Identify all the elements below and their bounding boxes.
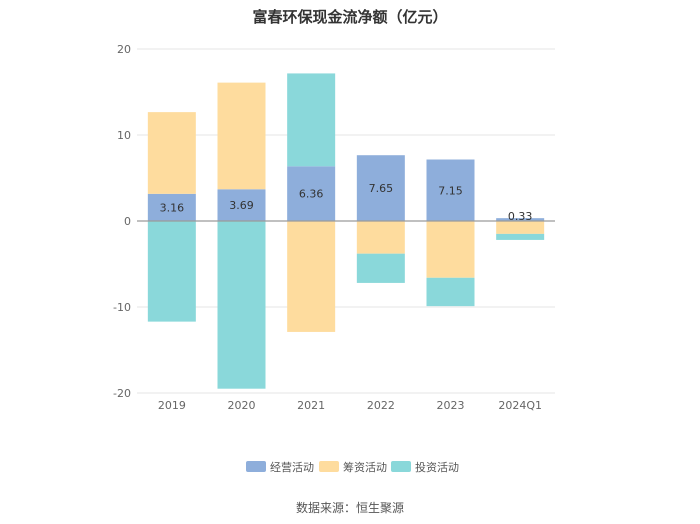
x-tick-label: 2019 (158, 399, 186, 412)
data-label: 3.16 (160, 201, 185, 214)
bar-operating (496, 218, 545, 221)
bar-investing (426, 277, 475, 307)
gridlines (137, 48, 555, 394)
bar-investing (287, 73, 336, 167)
data-labels: 3.16 3.69 6.36 7.65 7.15 0.33 (160, 182, 533, 223)
bar-financing (287, 221, 336, 332)
bar-operating (147, 193, 196, 221)
data-label: 7.65 (369, 182, 394, 195)
bar-investing (496, 233, 545, 240)
bar-operating (426, 159, 475, 221)
data-label: 7.15 (438, 184, 463, 197)
y-tick-label: 20 (117, 43, 131, 56)
data-label: 3.69 (229, 199, 254, 212)
legend-swatch (391, 461, 411, 472)
bar-financing (426, 221, 475, 278)
legend-swatch (319, 461, 339, 472)
y-tick-label: -10 (113, 301, 131, 314)
x-tick-label: 2022 (367, 399, 395, 412)
bar-financing (496, 221, 545, 234)
bar-operating (356, 155, 405, 221)
legend: 经营活动 筹资活动 投资活动 (246, 460, 459, 474)
bar-financing (147, 112, 196, 194)
bar-financing (217, 82, 266, 190)
bars (147, 73, 545, 389)
bar-investing (147, 221, 196, 322)
bar-financing (356, 221, 405, 254)
legend-label: 投资活动 (415, 460, 459, 474)
y-tick-label: 10 (117, 129, 131, 142)
bar-operating (287, 166, 336, 221)
legend-label: 经营活动 (270, 460, 314, 474)
bar-operating (217, 189, 266, 221)
source-note: 数据来源：恒生聚源 (296, 500, 404, 515)
legend-swatch (246, 461, 266, 472)
x-tick-label: 2021 (297, 399, 325, 412)
y-axis-ticks: -20 -10 0 10 20 (113, 43, 131, 400)
bar-investing (217, 221, 266, 389)
bar-investing (356, 253, 405, 283)
chart-title: 富春环保现金流净额（亿元） (252, 8, 447, 26)
x-axis-ticks: 2019 2020 2021 2022 2023 2024Q1 (158, 399, 542, 412)
data-label: 6.36 (299, 188, 324, 201)
y-tick-label: 0 (124, 215, 131, 228)
x-tick-label: 2024Q1 (498, 399, 542, 412)
y-tick-label: -20 (113, 387, 131, 400)
x-tick-label: 2023 (437, 399, 465, 412)
legend-label: 筹资活动 (343, 460, 387, 474)
data-label: 0.33 (508, 210, 533, 223)
x-tick-label: 2020 (228, 399, 256, 412)
